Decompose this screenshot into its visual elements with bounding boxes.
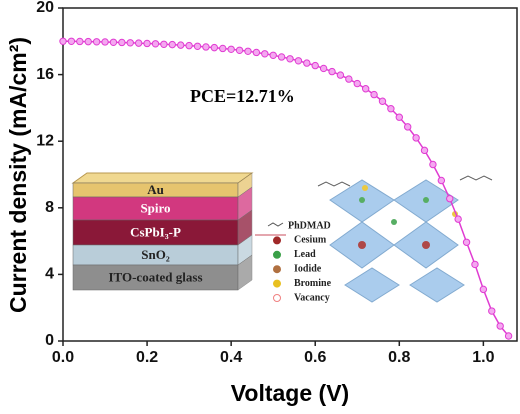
data-point	[437, 176, 446, 185]
data-point	[345, 75, 353, 83]
data-point	[177, 41, 185, 49]
data-point	[361, 85, 370, 93]
y-tick-label: 8	[45, 199, 54, 216]
data-point	[429, 160, 437, 169]
legend-icon	[273, 250, 281, 259]
data-point	[185, 41, 193, 50]
data-point	[378, 97, 387, 105]
legend-label: Vacancy	[294, 292, 330, 303]
legend-label: Cesium	[294, 235, 327, 246]
data-point	[286, 55, 294, 63]
data-point	[336, 71, 345, 79]
data-point	[235, 46, 244, 54]
data-point	[160, 40, 168, 48]
legend-icon	[273, 265, 281, 274]
y-tick-label: 16	[36, 66, 54, 83]
x-tick-label: 0.2	[136, 349, 158, 366]
legend-icon	[273, 279, 281, 288]
data-point	[151, 40, 160, 48]
data-point	[471, 260, 479, 269]
data-point	[269, 51, 277, 59]
x-tick-label: 0.6	[304, 349, 326, 366]
legend-label: PhDMAD	[288, 220, 331, 231]
layer-label: CsPbI₃-P	[130, 224, 181, 239]
data-point	[328, 67, 336, 76]
y-tick-label: 12	[36, 132, 54, 149]
data-point	[202, 43, 210, 51]
data-point	[488, 307, 496, 315]
data-point	[143, 39, 151, 48]
legend-icon	[273, 294, 281, 302]
data-point	[462, 238, 471, 246]
data-point	[101, 38, 109, 46]
data-point	[353, 79, 361, 88]
x-axis-label: Voltage (V)	[231, 380, 349, 406]
data-point	[109, 38, 118, 46]
data-point	[303, 59, 311, 67]
x-tick-label: 0.8	[388, 349, 410, 366]
data-point	[126, 39, 134, 47]
layer-label: Au	[147, 182, 164, 197]
stack-layer	[72, 264, 239, 291]
legend-label: Bromine	[294, 278, 332, 289]
data-point	[118, 38, 126, 47]
data-point	[420, 146, 429, 155]
crystal-illustration	[255, 175, 493, 303]
data-point	[134, 39, 143, 47]
layer-label: ITO-coated glass	[108, 269, 202, 284]
data-point	[446, 194, 454, 203]
data-point	[479, 285, 488, 294]
data-point	[67, 37, 76, 45]
data-point	[387, 105, 395, 113]
data-point	[227, 45, 235, 53]
data-point	[261, 50, 269, 58]
data-point	[219, 44, 227, 53]
data-point	[168, 40, 176, 49]
data-point	[92, 38, 101, 46]
data-point	[76, 37, 84, 46]
legend-icon	[267, 222, 284, 227]
stack-side	[237, 254, 253, 291]
y-tick-label: 4	[45, 266, 54, 283]
data-point	[311, 61, 319, 70]
y-tick-label: 20	[36, 0, 54, 16]
data-point	[294, 57, 303, 65]
stack-layer	[72, 219, 239, 246]
data-point	[210, 43, 219, 52]
legend-label: Lead	[294, 249, 316, 260]
data-point	[84, 37, 92, 46]
data-point	[370, 90, 378, 99]
data-point	[404, 123, 412, 131]
data-point	[59, 37, 67, 45]
data-point	[277, 53, 286, 61]
legend-icon	[273, 236, 281, 245]
y-axis-label: Current density (mA/cm²)	[5, 37, 31, 313]
data-point	[395, 113, 403, 121]
y-tick-label: 0	[45, 332, 54, 349]
x-tick-label: 0.0	[52, 349, 74, 366]
data-point	[496, 322, 504, 330]
layer-label: SnO₂	[141, 247, 170, 262]
data-point	[252, 48, 261, 57]
x-tick-label: 1.0	[472, 349, 494, 366]
plot-frame	[62, 7, 518, 342]
data-point	[504, 332, 513, 340]
legend-label: Iodide	[294, 263, 322, 274]
layer-label: Spiro	[140, 200, 170, 215]
data-point	[454, 215, 462, 223]
data-point	[244, 47, 252, 55]
x-tick-label: 0.4	[220, 349, 242, 366]
data-point	[193, 42, 202, 50]
data-point	[319, 64, 328, 73]
annotation: PCE=12.71%	[190, 86, 295, 106]
data-point	[412, 134, 420, 142]
